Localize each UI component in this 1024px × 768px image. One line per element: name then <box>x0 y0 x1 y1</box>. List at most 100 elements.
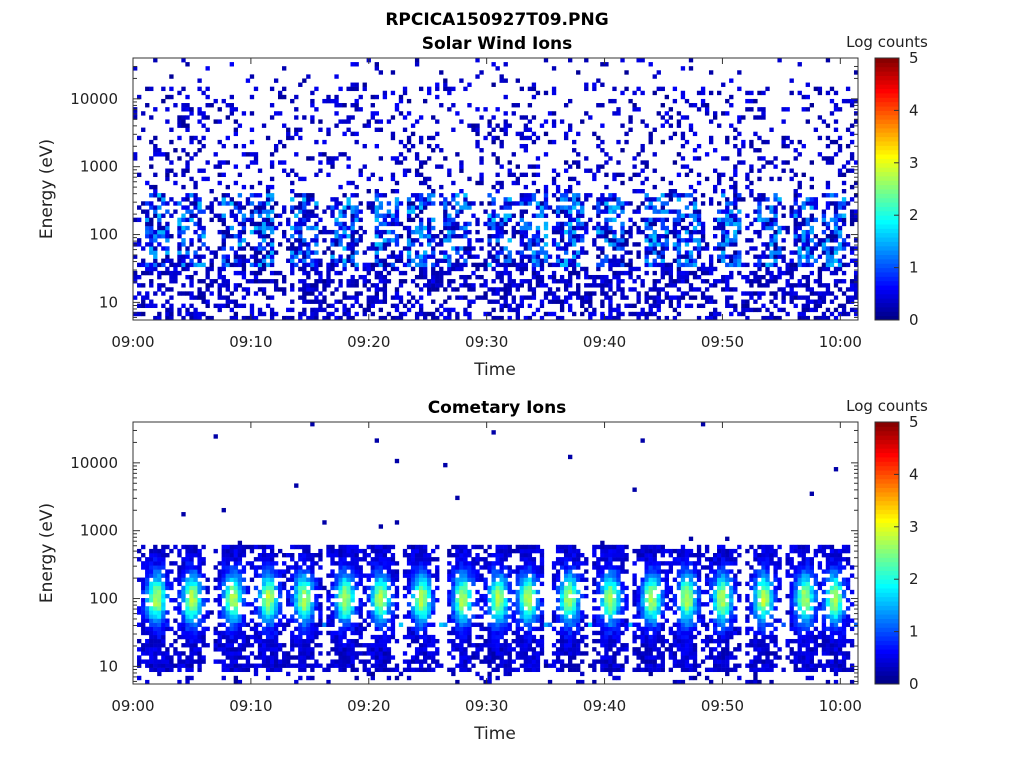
heatmap-cell <box>418 270 424 276</box>
heatmap-cell <box>398 283 404 288</box>
heatmap-cell <box>378 127 384 132</box>
heatmap-cell <box>568 189 573 194</box>
heatmap-cell <box>737 86 742 92</box>
heatmap-cell <box>644 291 649 296</box>
heatmap-cell <box>286 131 291 137</box>
heatmap-cell <box>237 193 243 198</box>
heatmap-cell <box>149 221 154 227</box>
heatmap-cell <box>197 622 202 627</box>
heatmap-cell <box>761 193 766 198</box>
heatmap-cell <box>310 622 315 627</box>
heatmap-cell <box>322 250 327 255</box>
heatmap-cell <box>137 172 142 178</box>
heatmap-cell <box>290 246 295 251</box>
heatmap-cell <box>342 262 347 268</box>
heatmap-cell <box>201 630 206 636</box>
heatmap-cell <box>805 246 810 251</box>
heatmap-cell <box>664 111 669 116</box>
heatmap-cell <box>378 315 384 321</box>
heatmap-cell <box>338 638 343 644</box>
heatmap-cell <box>189 258 194 263</box>
heatmap-cell <box>563 193 569 198</box>
heatmap-cell <box>600 209 605 214</box>
heatmap-cell <box>257 258 263 263</box>
heatmap-cell <box>612 262 617 268</box>
heatmap-cell <box>342 225 347 231</box>
heatmap-cell <box>145 209 150 214</box>
heatmap-cell <box>157 148 162 153</box>
heatmap-cell <box>604 295 609 300</box>
heatmap-cell <box>249 577 255 582</box>
heatmap-cell <box>729 262 734 268</box>
heatmap-cell <box>676 254 682 259</box>
heatmap-cell <box>451 86 456 92</box>
heatmap-cell <box>443 258 448 263</box>
heatmap-cell <box>789 270 794 276</box>
heatmap-cell <box>217 598 222 603</box>
heatmap-cell <box>644 270 649 276</box>
heatmap-cell <box>757 115 762 120</box>
heatmap-cell <box>733 201 738 206</box>
heatmap-cell <box>680 238 686 243</box>
heatmap-cell <box>652 229 657 235</box>
heatmap-cell <box>402 168 408 173</box>
heatmap-cell <box>817 90 823 96</box>
heatmap-cell <box>181 107 186 112</box>
heatmap-cell <box>306 315 311 321</box>
heatmap-cell <box>157 213 162 218</box>
heatmap-cell <box>519 115 524 120</box>
heatmap-cell <box>261 577 267 582</box>
heatmap-cell <box>257 209 263 214</box>
heatmap-cell <box>201 168 206 173</box>
heatmap-cell <box>507 213 512 218</box>
heatmap-cell <box>366 307 371 313</box>
heatmap-cell <box>563 299 569 304</box>
heatmap-cell <box>576 209 581 214</box>
heatmap-cell <box>455 287 460 292</box>
heatmap-cell <box>435 270 440 276</box>
heatmap-cell <box>241 622 247 627</box>
heatmap-cell <box>805 254 810 259</box>
heatmap-cell <box>825 135 831 141</box>
heatmap-cell <box>342 622 347 627</box>
heatmap-cell <box>439 250 444 255</box>
heatmap-cell <box>576 295 581 300</box>
colorbar-swatch <box>875 106 899 111</box>
heatmap-cell <box>370 201 375 206</box>
heatmap-cell <box>825 90 831 96</box>
heatmap-cell <box>773 238 778 243</box>
heatmap-cell <box>185 655 190 660</box>
heatmap-cell <box>628 250 633 255</box>
heatmap-cell <box>773 250 778 255</box>
heatmap-cell <box>221 606 226 611</box>
heatmap-cell <box>149 250 154 255</box>
heatmap-cell <box>555 189 561 194</box>
heatmap-cell <box>225 610 230 615</box>
heatmap-cell <box>169 86 174 92</box>
heatmap-cell <box>672 242 678 247</box>
heatmap-cell <box>306 262 311 268</box>
heatmap-cell <box>209 279 214 284</box>
heatmap-cell <box>394 242 400 247</box>
heatmap-cell <box>165 593 170 599</box>
heatmap-cell <box>257 655 263 660</box>
heatmap-cell <box>825 58 831 63</box>
heatmap-cell <box>310 238 315 243</box>
heatmap-cell <box>568 242 573 247</box>
heatmap-cell <box>733 213 738 218</box>
heatmap-cell <box>499 274 504 280</box>
heatmap-cell <box>527 103 533 108</box>
heatmap-cell <box>298 593 303 599</box>
heatmap-cell <box>334 111 339 116</box>
heatmap-cell <box>358 225 363 231</box>
heatmap-cell <box>801 201 806 206</box>
heatmap-cell <box>149 548 154 554</box>
heatmap-cell <box>225 630 230 636</box>
heatmap-cell <box>326 606 331 611</box>
heatmap-cell <box>338 234 343 239</box>
heatmap-cell <box>257 225 263 231</box>
heatmap-cell <box>592 291 597 296</box>
heatmap-cell <box>519 86 524 92</box>
heatmap-cell <box>761 262 766 268</box>
heatmap-cell <box>495 258 500 263</box>
